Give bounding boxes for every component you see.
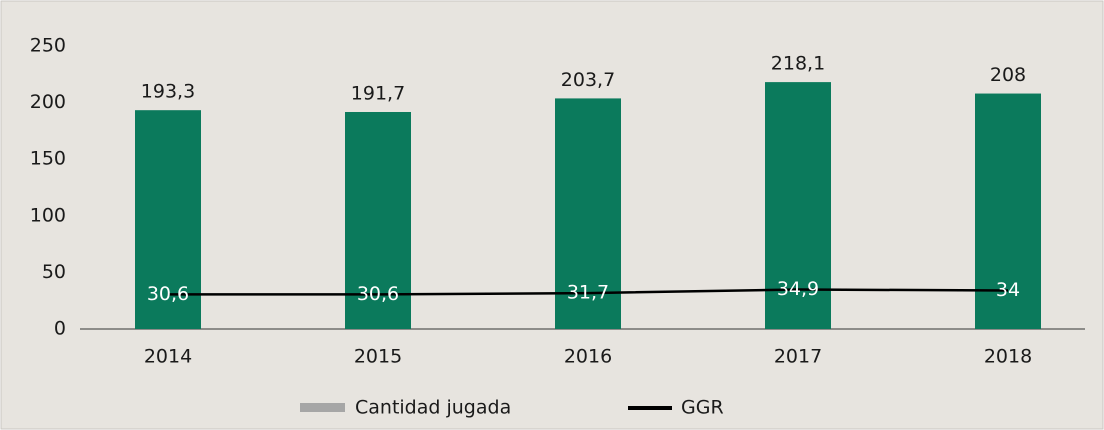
line-label: 30,6 xyxy=(147,283,189,305)
x-tick-label: 2016 xyxy=(564,346,612,368)
line-label: 34,9 xyxy=(777,278,819,300)
y-tick-label: 150 xyxy=(30,148,66,170)
y-tick-label: 0 xyxy=(54,318,66,340)
bar-label: 193,3 xyxy=(141,81,195,103)
y-tick-label: 100 xyxy=(30,204,66,226)
bar-label: 191,7 xyxy=(351,82,405,104)
line-label: 34 xyxy=(996,279,1020,301)
bar xyxy=(345,111,411,329)
line xyxy=(168,288,1009,296)
x-tick-label: 2018 xyxy=(984,346,1032,368)
x-tick-label: 2014 xyxy=(144,346,192,368)
bar xyxy=(765,82,831,329)
legend-swatch xyxy=(300,403,345,412)
bar xyxy=(555,98,621,330)
bar-label: 203,7 xyxy=(561,69,615,91)
bar-label: 208 xyxy=(990,64,1026,86)
x-tick-label: 2015 xyxy=(354,346,402,368)
legend-label: GGR xyxy=(681,397,724,419)
line-label: 31,7 xyxy=(567,282,609,304)
y-tick-label: 50 xyxy=(42,261,66,283)
line-label: 30,6 xyxy=(357,283,399,305)
y-tick-label: 200 xyxy=(30,91,66,113)
y-tick-label: 250 xyxy=(30,35,66,57)
bar-label: 218,1 xyxy=(771,53,825,75)
legend-label: Cantidad jugada xyxy=(355,397,511,419)
x-tick-label: 2017 xyxy=(774,346,822,368)
bar xyxy=(135,110,201,329)
